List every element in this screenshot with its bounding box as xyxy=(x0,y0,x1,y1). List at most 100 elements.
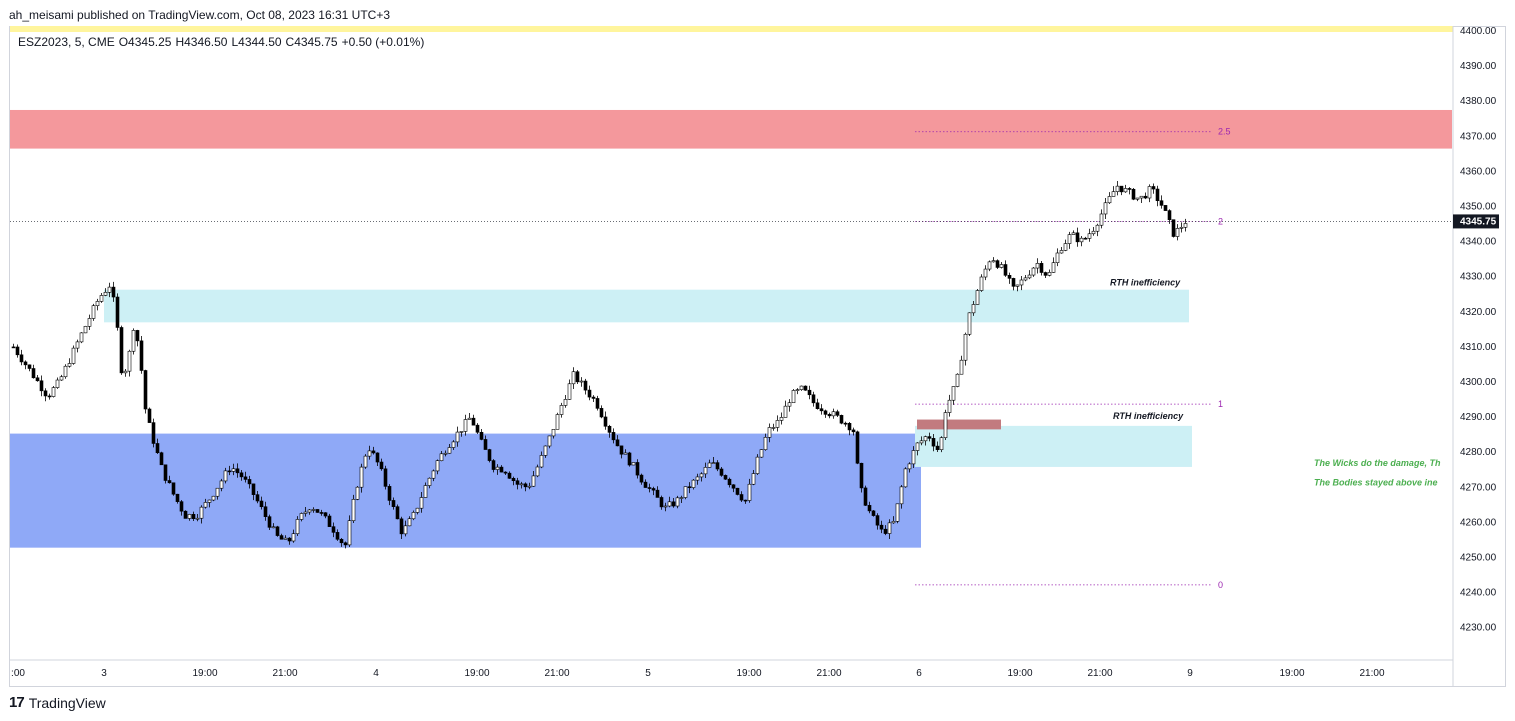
candle-body xyxy=(99,295,104,302)
rth-inefficiency-label-upper: RTH inefficiency xyxy=(1110,277,1181,287)
candle-body xyxy=(91,305,96,319)
candle-body xyxy=(975,290,980,305)
candle-body xyxy=(627,452,632,466)
candle-body xyxy=(251,483,256,495)
candle-body xyxy=(407,518,412,527)
candle-body xyxy=(19,354,24,363)
candle-body xyxy=(175,493,180,502)
legend-close: C4345.75 xyxy=(285,35,338,49)
candle-body xyxy=(199,506,204,519)
candle-body xyxy=(471,417,476,426)
y-tick-label: 4240.00 xyxy=(1460,588,1497,599)
candle-body xyxy=(1143,195,1148,199)
candle-body xyxy=(951,386,956,401)
candle-body xyxy=(443,452,448,455)
candle-body xyxy=(563,399,568,406)
candle-body xyxy=(363,455,368,468)
candle-body xyxy=(571,371,576,385)
candle-body xyxy=(807,389,812,396)
candle-body xyxy=(475,424,480,433)
candle-body xyxy=(963,333,968,361)
candle-body xyxy=(115,296,120,328)
candle-body xyxy=(895,503,900,522)
gap-box[interactable] xyxy=(917,419,1001,430)
candle-body xyxy=(719,468,724,476)
candle-body xyxy=(183,510,188,519)
y-tick-label: 4380.00 xyxy=(1460,96,1497,107)
x-tick-label: 19:00 xyxy=(1279,668,1304,679)
candle-body xyxy=(1047,272,1052,276)
candle-body xyxy=(203,502,208,508)
tradingview-logo[interactable]: 17 TradingView xyxy=(9,694,106,711)
candle-body xyxy=(967,312,972,335)
candle-body xyxy=(239,472,244,478)
candle-body xyxy=(939,437,944,450)
candle-body xyxy=(143,370,148,410)
y-tick-label: 4400.00 xyxy=(1460,26,1497,37)
candle-body xyxy=(1015,284,1020,287)
candle-body xyxy=(207,499,212,503)
candle-body xyxy=(403,525,408,535)
candle-body xyxy=(515,480,520,485)
candle-body xyxy=(883,528,888,534)
x-tick-label: 19:00 xyxy=(464,668,489,679)
candle-body xyxy=(859,462,864,489)
supply-zone[interactable] xyxy=(10,109,1452,149)
candle-body xyxy=(187,514,192,519)
demand-zone[interactable] xyxy=(10,433,921,548)
candle-body xyxy=(1171,219,1176,237)
candle-body xyxy=(315,509,320,513)
candle-body xyxy=(1179,226,1184,229)
candle-body xyxy=(63,365,68,378)
candle-body xyxy=(195,517,200,520)
rth-inefficiency-zone-lower[interactable] xyxy=(915,425,1192,467)
candle-body xyxy=(695,476,700,481)
candle-body xyxy=(215,487,220,497)
candle-body xyxy=(1107,196,1112,204)
candle-body xyxy=(907,463,912,470)
candle-body xyxy=(539,455,544,468)
candle-body xyxy=(487,449,492,461)
candle-body xyxy=(71,347,76,364)
candle-body xyxy=(379,461,384,470)
candle-body xyxy=(1059,250,1064,254)
fib-label-3: 0 xyxy=(1218,580,1223,590)
candle-body xyxy=(1055,252,1060,263)
candle-body xyxy=(483,439,488,450)
price-chart[interactable]: 2.5 2 1 0 RTH inefficiency RTH inefficiency Th… xyxy=(0,0,1515,690)
candle-body xyxy=(283,537,288,540)
candle-body xyxy=(871,510,876,516)
candle-body xyxy=(911,450,916,465)
candle-body xyxy=(667,501,672,507)
candle-body xyxy=(1183,223,1188,228)
y-tick-label: 4250.00 xyxy=(1460,553,1497,564)
y-tick-label: 4340.00 xyxy=(1460,237,1497,248)
legend-symbol[interactable]: ESZ2023, 5, CME xyxy=(18,35,115,49)
candle-body xyxy=(987,261,992,270)
candle-body xyxy=(1023,277,1028,281)
candle-body xyxy=(103,292,108,296)
candle-body xyxy=(1175,228,1180,237)
candle-body xyxy=(715,462,720,470)
candle-body xyxy=(15,346,20,356)
rth-inefficiency-zone-upper[interactable] xyxy=(104,289,1189,323)
candle-body xyxy=(731,484,736,489)
candle-body xyxy=(431,470,436,479)
candle-body xyxy=(863,487,868,506)
candle-body xyxy=(631,462,636,466)
candle-body xyxy=(687,486,692,489)
candle-body xyxy=(435,460,440,472)
legend-open: O4345.25 xyxy=(118,35,172,49)
candle-body xyxy=(307,509,312,513)
candle-body xyxy=(1151,186,1156,190)
candle-body xyxy=(679,497,684,499)
tradingview-logo-text: TradingView xyxy=(28,694,106,711)
candle-body xyxy=(135,330,140,342)
candle-body xyxy=(359,466,364,488)
candle-body xyxy=(79,332,84,343)
candle-body xyxy=(371,450,376,454)
x-tick-label: 19:00 xyxy=(192,668,217,679)
top-highlight-band xyxy=(10,26,1453,32)
candle-body xyxy=(491,460,496,470)
candle-body xyxy=(751,473,756,485)
